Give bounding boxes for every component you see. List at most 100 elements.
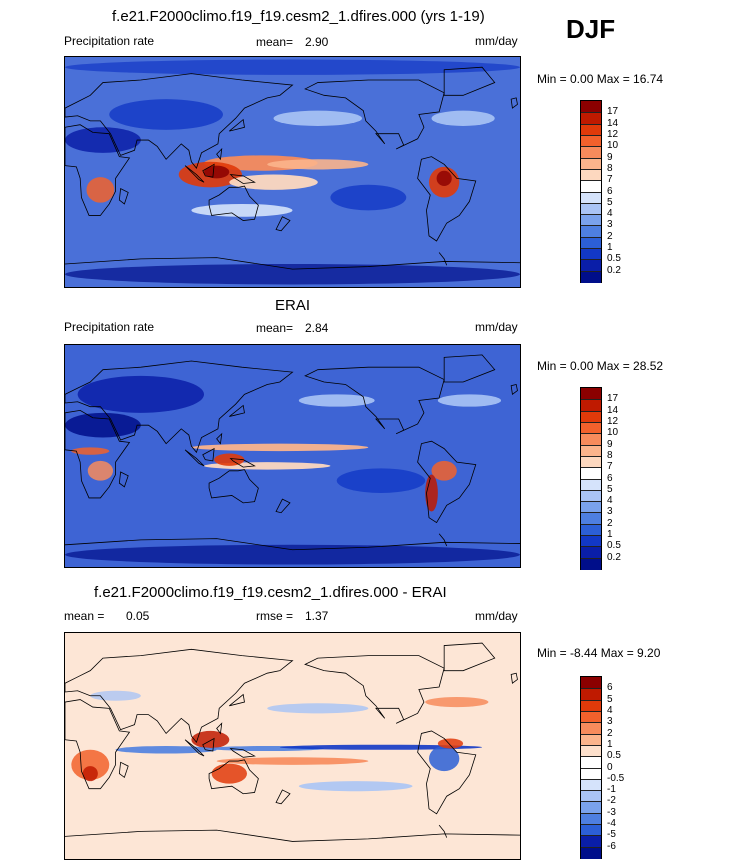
- panel3-colorbar: 6 5 4 3 2 1 0.5 0 -0.5 -1 -2 -3 -4 -5 -6: [580, 676, 624, 859]
- colorbar-swatch: [581, 433, 601, 446]
- colorbar-level-label: 1: [607, 738, 613, 750]
- colorbar-separator: [581, 168, 601, 170]
- field-blob: [330, 184, 407, 211]
- panel3-minmax: Min = -8.44 Max = 9.20: [537, 646, 661, 660]
- colorbar-separator: [581, 535, 601, 537]
- colorbar-separator: [581, 512, 601, 514]
- coastline: [439, 825, 447, 838]
- colorbar-separator: [581, 710, 601, 712]
- panel2-mean-label: mean=: [256, 321, 294, 335]
- coastline: [439, 534, 447, 546]
- field-blob: [191, 443, 369, 452]
- colorbar-level-label: 0.5: [607, 253, 621, 265]
- colorbar-level-label: 12: [607, 128, 619, 140]
- coastline: [305, 656, 444, 724]
- colorbar-swatch: [581, 546, 601, 559]
- colorbar-separator: [581, 444, 601, 446]
- colorbar-swatch: [581, 478, 601, 491]
- colorbar-level-label: 12: [607, 415, 619, 427]
- field-blob: [431, 110, 495, 126]
- field-blob: [436, 170, 452, 187]
- panel1-colorbar: 17 14 12 10 9 8 7 6 5 4 3 2 1 0.5 0.2: [580, 100, 621, 283]
- colorbar-separator: [581, 236, 601, 238]
- coastline: [185, 405, 255, 467]
- colorbar-swatch: [581, 421, 601, 434]
- coastline: [65, 125, 129, 216]
- panel2-mean-value: 2.84: [305, 321, 329, 335]
- colorbar-separator: [581, 467, 601, 469]
- colorbar-swatch: [581, 744, 601, 757]
- field-blob: [273, 110, 363, 126]
- colorbar-swatch: [581, 270, 601, 283]
- colorbar-separator: [581, 248, 601, 250]
- panel3-mean-label: mean =: [64, 609, 105, 623]
- coastline: [65, 258, 520, 270]
- colorbar-separator: [581, 410, 601, 412]
- colorbar-swatch: [581, 778, 601, 791]
- colorbar-separator: [581, 112, 601, 114]
- colorbar-swatch: [581, 489, 601, 502]
- field-blob: [191, 730, 230, 749]
- panel3-units: mm/day: [475, 609, 518, 623]
- field-blob: [431, 460, 457, 481]
- colorbar-level-label: 2: [607, 517, 613, 529]
- colorbar-swatch: [581, 733, 601, 746]
- colorbar-separator: [581, 191, 601, 193]
- colorbar-level-label: 6: [607, 185, 613, 197]
- field-blob: [425, 474, 438, 512]
- colorbar-level-label: -6: [607, 840, 616, 852]
- field-blob: [267, 703, 369, 714]
- colorbar-swatch: [581, 812, 601, 825]
- colorbar-separator: [581, 688, 601, 690]
- coastline: [65, 74, 293, 169]
- colorbar-swatch: [581, 523, 601, 536]
- colorbar-level-label: -2: [607, 795, 616, 807]
- colorbar-swatch: [581, 146, 601, 159]
- field-blob: [82, 766, 98, 782]
- colorbar-separator: [581, 824, 601, 826]
- colorbar-level-label: -5: [607, 829, 616, 841]
- colorbar-level-label: 9: [607, 151, 613, 163]
- season-label: DJF: [566, 14, 616, 44]
- colorbar-separator: [581, 744, 601, 746]
- coastline: [418, 731, 476, 814]
- colorbar-swatch: [581, 101, 601, 113]
- colorbar-level-label: 0.5: [607, 540, 621, 552]
- field-blob: [65, 59, 520, 75]
- coastline: [439, 253, 447, 266]
- panel2-minmax: Min = 0.00 Max = 28.52: [537, 359, 664, 373]
- panel3-difference-map: [64, 632, 521, 860]
- colorbar-separator: [581, 270, 601, 272]
- colorbar-level-label: 7: [607, 174, 613, 186]
- field-blob: [65, 544, 520, 565]
- colorbar-swatch: [581, 180, 601, 192]
- colorbar-separator: [581, 801, 601, 803]
- panel3-mean-value: 0.05: [126, 609, 150, 623]
- colorbar-swatch: [581, 710, 601, 723]
- colorbar-separator: [581, 202, 601, 204]
- colorbar-separator: [581, 478, 601, 480]
- coastline: [444, 355, 495, 382]
- colorbar-swatch: [581, 191, 601, 204]
- field-blob: [77, 375, 205, 413]
- colorbar-level-label: 6: [607, 472, 613, 484]
- field-blob: [429, 746, 460, 772]
- coastline: [305, 367, 444, 434]
- colorbar-separator: [581, 214, 601, 216]
- colorbar-level-label: 3: [607, 506, 613, 518]
- panel2-title: ERAI: [275, 297, 311, 314]
- colorbar-level-label: 8: [607, 449, 613, 461]
- colorbar-separator: [581, 546, 601, 548]
- coastline: [209, 760, 258, 794]
- coastline: [305, 80, 444, 149]
- coastline: [65, 361, 293, 452]
- colorbar-separator: [581, 778, 601, 780]
- field-blob: [65, 127, 141, 153]
- coastline: [444, 643, 495, 671]
- field-blob: [437, 738, 464, 749]
- colorbar-level-label: 4: [607, 704, 613, 716]
- field-blob: [279, 744, 483, 750]
- colorbar-swatch: [581, 399, 601, 412]
- field-blob: [87, 460, 114, 481]
- field-blob: [437, 394, 502, 407]
